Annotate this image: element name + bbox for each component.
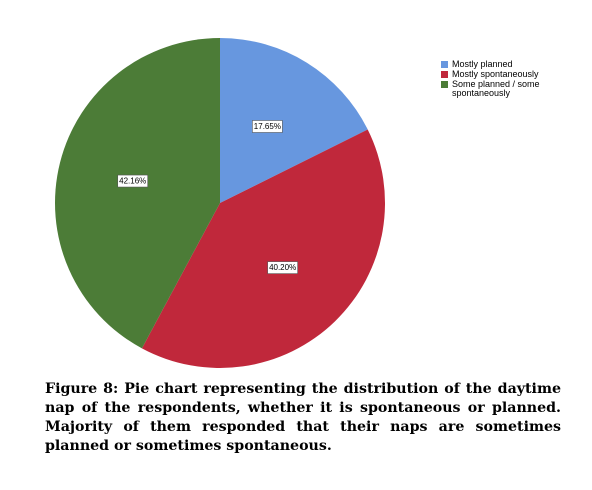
value-label-box (267, 261, 298, 274)
legend-label: Mostly spontaneously (452, 69, 539, 79)
caption: Figure 8: Pie chart representing the dis… (45, 381, 561, 454)
legend-swatch (441, 61, 448, 68)
legend: Mostly planned Mostly spontaneously Some p… (441, 60, 556, 99)
value-label: 40.20% (269, 263, 296, 272)
legend-item: Mostly planned (441, 60, 556, 69)
chart: 17.65% 40.20% 42.16% (55, 38, 385, 368)
value-label-box (252, 120, 283, 133)
value-label-box (117, 174, 149, 188)
legend-item: Mostly spontaneously (441, 70, 556, 79)
legend-swatch (441, 81, 448, 88)
value-label: 17.65% (254, 122, 281, 131)
pie-slice (141, 129, 385, 368)
legend-item: Some planned / some spontaneously (441, 80, 556, 98)
value-label: 42.16% (119, 177, 146, 186)
legend-label: Some planned / some spontaneously (452, 79, 540, 98)
pie-slice (55, 38, 220, 349)
legend-label: Mostly planned (452, 59, 513, 69)
legend-swatch (441, 71, 448, 78)
pie-slice (220, 38, 368, 203)
